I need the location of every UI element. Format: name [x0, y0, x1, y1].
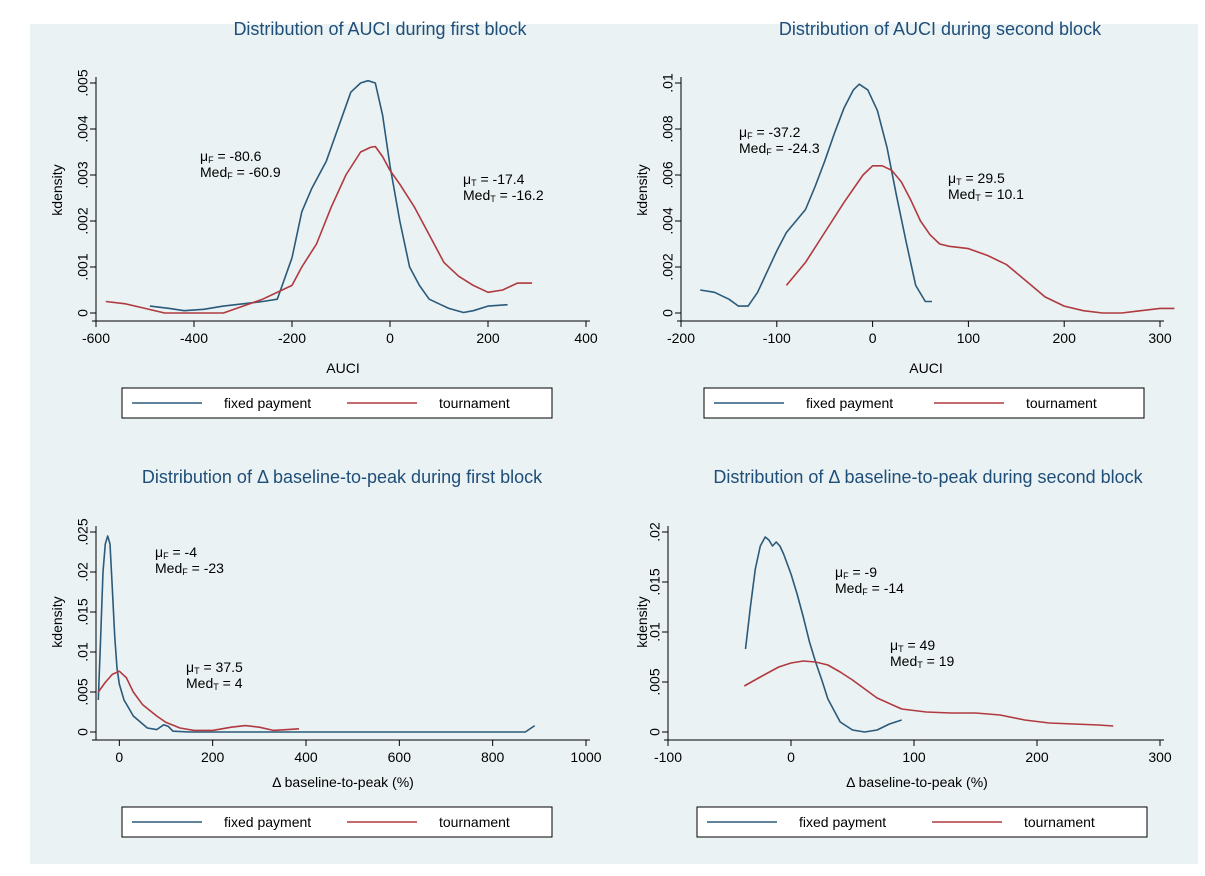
x-tick-label: 300	[1148, 749, 1172, 765]
annotation-mean: μF = -80.6	[200, 148, 262, 165]
y-tick-label: .002	[75, 207, 91, 234]
y-tick-label: .002	[660, 253, 676, 280]
annotation-mean: μF = -4	[155, 544, 197, 561]
x-axis-label: Δ baseline-to-peak (%)	[846, 774, 988, 790]
y-axis-label: kdensity	[634, 596, 650, 647]
x-tick-label: 0	[115, 749, 123, 765]
annotation-mean: μT = 29.5	[948, 170, 1005, 187]
x-tick-label: 100	[957, 330, 981, 346]
x-tick-label: -200	[667, 330, 695, 346]
y-tick-label: .005	[647, 668, 663, 695]
x-tick-label: 400	[294, 749, 318, 765]
x-tick-label: 600	[388, 749, 412, 765]
y-axis-label: kdensity	[49, 596, 65, 647]
annotation-median: MedT = 10.1	[948, 186, 1024, 203]
legend-label: fixed payment	[806, 395, 893, 411]
x-tick-label: -400	[180, 330, 208, 346]
annotation-median: MedF = -14	[835, 580, 904, 597]
x-axis-label: AUCI	[326, 360, 359, 376]
y-tick-label: .015	[75, 598, 91, 625]
y-axis-label: kdensity	[634, 164, 650, 215]
chart-title: Distribution of Δ baseline-to-peak durin…	[713, 467, 1143, 487]
series-line-tournament	[97, 670, 300, 732]
y-tick-label: .025	[75, 518, 91, 545]
legend-label: tournament	[1026, 395, 1097, 411]
annotation-median: MedF = -23	[155, 560, 224, 577]
annotation-median: MedT = 19	[890, 653, 954, 670]
annotation-median: MedT = -16.2	[463, 187, 544, 204]
x-tick-label: 300	[1148, 330, 1172, 346]
series-line-fixed-payment	[149, 79, 508, 314]
chart-panel-1: Distribution of AUCI during first block 0…	[49, 19, 598, 419]
y-tick-label: .004	[75, 115, 91, 142]
legend-label: fixed payment	[224, 395, 311, 411]
y-axis-label: kdensity	[49, 164, 65, 215]
series-line-fixed-payment	[700, 83, 932, 307]
x-tick-label: 0	[386, 330, 394, 346]
y-tick-label: .005	[75, 69, 91, 96]
y-tick-label: .01	[660, 73, 676, 93]
y-tick-label: .006	[660, 161, 676, 188]
legend-label: tournament	[439, 395, 510, 411]
x-tick-label: 200	[1053, 330, 1077, 346]
annotation-median: MedF = -24.3	[739, 140, 820, 157]
chart-title: Distribution of Δ baseline-to-peak durin…	[142, 467, 543, 487]
x-tick-label: -200	[278, 330, 306, 346]
y-tick-label: .02	[75, 562, 91, 582]
series-line-tournament	[785, 165, 1175, 314]
legend-label: tournament	[1024, 814, 1095, 830]
x-tick-label: 200	[476, 330, 500, 346]
x-tick-label: 0	[869, 330, 877, 346]
annotation-median: MedF = -60.9	[200, 164, 281, 181]
series-line-fixed-payment	[97, 535, 536, 733]
y-tick-label: .003	[75, 161, 91, 188]
x-tick-label: 400	[574, 330, 598, 346]
x-tick-label: -100	[763, 330, 791, 346]
annotation-median: MedT = 4	[186, 675, 243, 692]
legend-label: fixed payment	[799, 814, 886, 830]
x-tick-label: -100	[654, 749, 682, 765]
y-tick-label: .02	[647, 522, 663, 542]
annotation-mean: μT = 49	[890, 637, 935, 654]
chart-panel-2: Distribution of AUCI during second block…	[634, 19, 1175, 419]
x-tick-label: 0	[787, 749, 795, 765]
chart-panel-3: Distribution of Δ baseline-to-peak durin…	[49, 467, 602, 838]
x-tick-label: 800	[481, 749, 505, 765]
annotation-mean: μF = -9	[835, 564, 877, 581]
annotation-mean: μT = 37.5	[186, 659, 243, 676]
y-tick-label: 0	[75, 728, 91, 736]
y-tick-label: .01	[647, 622, 663, 642]
annotation-mean: μT = -17.4	[463, 171, 525, 188]
legend-label: fixed payment	[224, 814, 311, 830]
series-line-fixed-payment	[744, 536, 902, 733]
y-tick-label: .01	[75, 642, 91, 662]
series-line-tournament	[743, 660, 1114, 727]
y-tick-label: .001	[75, 253, 91, 280]
y-tick-label: 0	[660, 309, 676, 317]
legend-label: tournament	[439, 814, 510, 830]
y-tick-label: .005	[75, 678, 91, 705]
chart-title: Distribution of AUCI during second block	[779, 19, 1102, 39]
x-axis-label: Δ baseline-to-peak (%)	[272, 774, 414, 790]
figure-background	[30, 24, 1198, 864]
chart-panel-4: Distribution of Δ baseline-to-peak durin…	[634, 467, 1172, 838]
y-tick-label: .008	[660, 115, 676, 142]
chart-title: Distribution of AUCI during first block	[233, 19, 527, 39]
x-tick-label: 1000	[570, 749, 601, 765]
annotation-mean: μF = -37.2	[739, 124, 801, 141]
series-line-tournament	[105, 145, 533, 314]
y-tick-label: 0	[647, 728, 663, 736]
x-tick-label: -600	[82, 330, 110, 346]
y-tick-label: 0	[75, 309, 91, 317]
x-axis-label: AUCI	[909, 360, 942, 376]
page-top-margin	[0, 0, 1205, 24]
x-tick-label: 200	[201, 749, 225, 765]
y-tick-label: .015	[647, 568, 663, 595]
x-tick-label: 200	[1025, 749, 1049, 765]
x-tick-label: 100	[902, 749, 926, 765]
y-tick-label: .004	[660, 207, 676, 234]
